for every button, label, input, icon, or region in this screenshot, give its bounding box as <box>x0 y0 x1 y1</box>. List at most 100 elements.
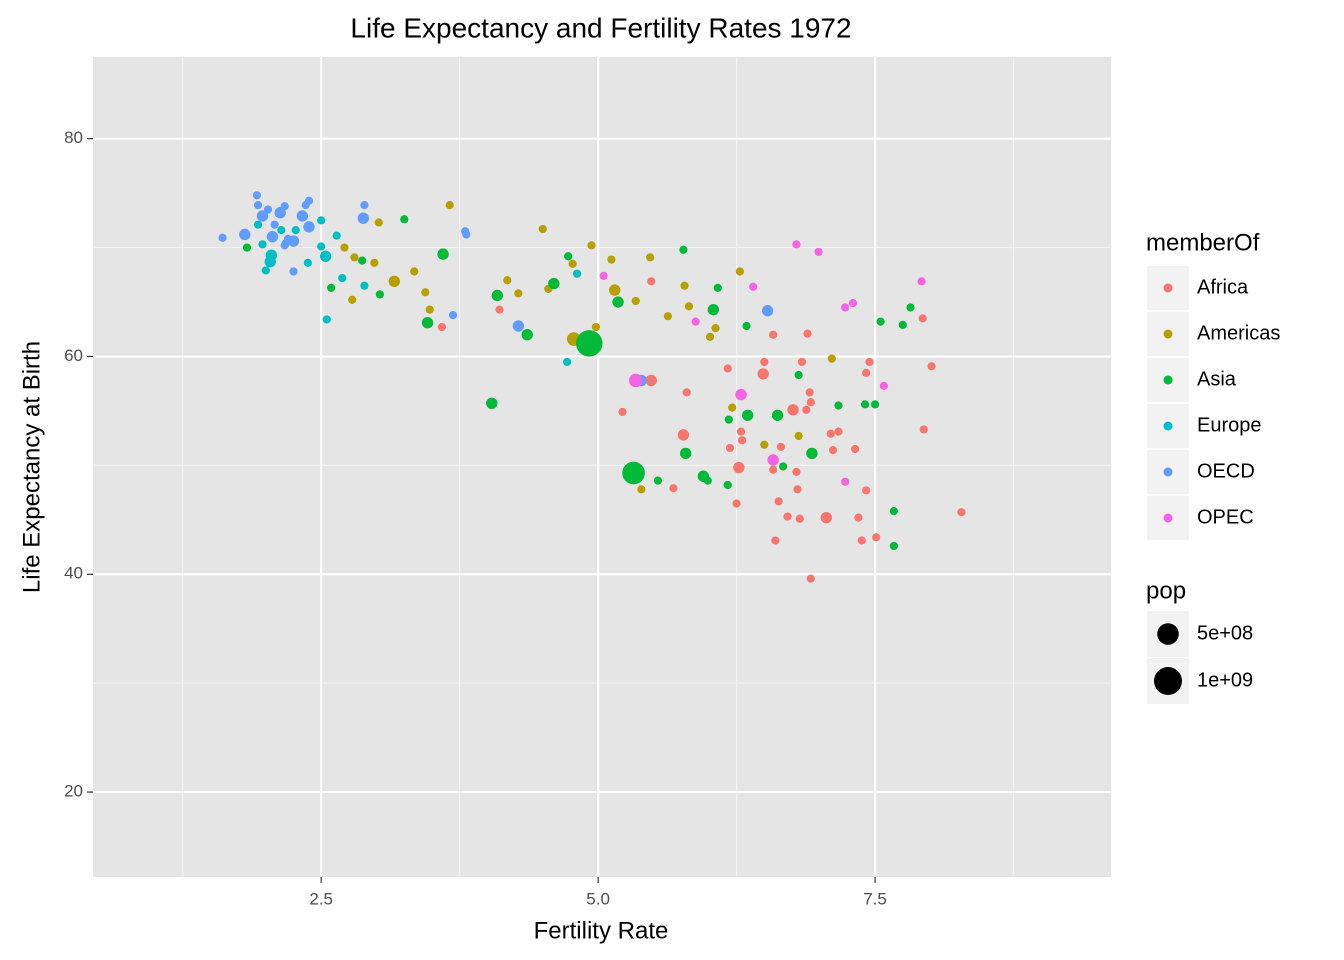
point <box>374 218 383 227</box>
point <box>723 480 732 490</box>
axes: 2.5 5.0 7.5 20 40 60 80 <box>64 128 887 908</box>
point <box>806 398 815 407</box>
point <box>296 210 309 222</box>
grid <box>93 57 1111 877</box>
size-swatch <box>1154 667 1182 695</box>
point <box>879 381 889 390</box>
y-tick-label: 80 <box>64 128 83 147</box>
point <box>327 283 336 292</box>
point <box>360 281 369 290</box>
point <box>705 332 715 341</box>
legend-title: memberOf <box>1146 229 1260 256</box>
point <box>889 507 898 516</box>
point <box>646 253 655 262</box>
point <box>862 486 871 495</box>
point <box>736 427 746 436</box>
point <box>256 210 269 222</box>
point <box>735 267 745 276</box>
point <box>803 329 812 338</box>
point <box>437 248 449 260</box>
point <box>445 201 454 210</box>
point <box>757 368 769 380</box>
point <box>848 299 857 308</box>
point <box>410 267 419 276</box>
point <box>239 228 251 241</box>
point <box>828 446 838 455</box>
point <box>265 249 278 261</box>
legend-label: Africa <box>1197 276 1249 298</box>
point <box>514 289 523 298</box>
points <box>218 191 966 583</box>
point <box>357 212 369 224</box>
point <box>774 497 783 506</box>
point <box>437 322 447 332</box>
point <box>805 388 814 397</box>
point <box>628 373 643 388</box>
point <box>538 224 547 234</box>
point <box>898 320 907 329</box>
point <box>769 465 778 474</box>
legend-swatch <box>1163 467 1173 477</box>
point <box>703 476 712 485</box>
point <box>503 276 512 285</box>
point <box>749 282 758 291</box>
point <box>563 357 572 367</box>
point <box>814 247 823 257</box>
point <box>618 407 627 417</box>
point <box>495 305 504 314</box>
point <box>388 275 400 288</box>
point <box>637 485 646 494</box>
legend-swatch <box>1163 421 1173 431</box>
point <box>218 233 227 242</box>
legend-swatch <box>1163 283 1173 293</box>
point <box>841 477 850 486</box>
point <box>793 485 802 494</box>
point <box>854 513 863 522</box>
point <box>266 230 279 243</box>
point <box>631 296 640 306</box>
point <box>797 357 807 367</box>
point <box>795 514 804 523</box>
point <box>291 226 300 235</box>
y-axis-title: Life Expectancy at Birth <box>18 341 45 593</box>
point <box>350 253 359 262</box>
size-legend-title: pop <box>1146 577 1186 604</box>
point <box>609 284 621 296</box>
point <box>769 330 778 339</box>
point <box>462 230 471 239</box>
point <box>653 476 663 485</box>
point <box>862 368 871 377</box>
point <box>713 283 722 292</box>
legend: Africa Americas Asia Europe OECD OPEC 5e+08 1e+… <box>1147 266 1280 704</box>
point <box>521 328 533 341</box>
point <box>820 511 833 524</box>
point <box>738 436 747 445</box>
point <box>834 401 843 410</box>
point <box>733 461 745 474</box>
point <box>448 310 458 320</box>
point <box>723 364 732 373</box>
point <box>783 512 792 521</box>
point <box>779 462 788 471</box>
point <box>872 533 881 542</box>
point <box>587 241 596 250</box>
legend-label: OPEC <box>1197 506 1254 528</box>
point <box>669 484 678 493</box>
point <box>735 388 747 401</box>
point <box>760 440 769 449</box>
point <box>957 508 966 517</box>
y-tick-label: 60 <box>64 346 83 365</box>
point <box>421 288 430 297</box>
point <box>370 258 379 267</box>
point <box>728 403 737 412</box>
point <box>512 320 525 332</box>
point <box>358 256 367 265</box>
point <box>677 429 690 441</box>
point <box>572 269 582 278</box>
legend-swatch <box>1163 513 1173 523</box>
point <box>767 454 779 466</box>
point <box>679 447 692 460</box>
point <box>317 242 326 251</box>
point <box>794 431 803 441</box>
point <box>761 305 774 317</box>
